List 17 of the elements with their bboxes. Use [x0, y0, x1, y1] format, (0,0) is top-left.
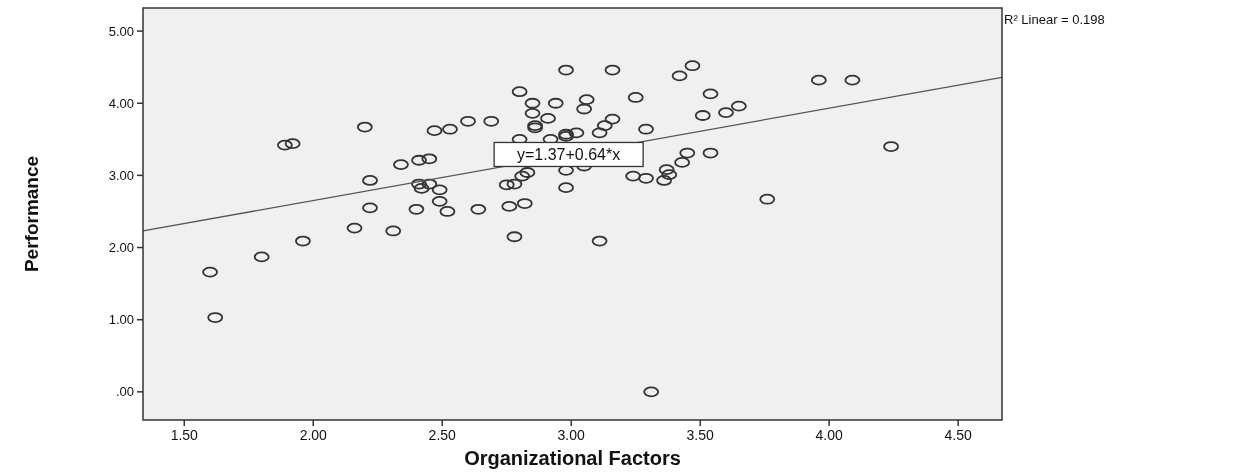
text: R² Linear = 0.198 [1004, 12, 1105, 27]
y-tick-label: 2.00 [108, 240, 134, 256]
x-tick-label: 3.50 [686, 427, 715, 443]
x-tick-label: 3.00 [557, 427, 586, 443]
y-tick-label: 1.00 [108, 312, 134, 328]
x-tick-label: 2.00 [299, 427, 328, 443]
x-axis-title: Organizational Factors [464, 447, 681, 469]
y-tick-label: 5.00 [108, 23, 134, 39]
x-tick-label: 2.50 [428, 427, 457, 443]
annotation: y=1.37+0.64*x [517, 146, 621, 164]
y-tick-label: .00 [115, 384, 134, 400]
x-tick-label: 1.50 [170, 427, 199, 443]
y-tick-label: 3.00 [108, 167, 134, 183]
y-tick-label: 4.00 [108, 95, 134, 111]
x-tick-label: 4.00 [815, 427, 844, 443]
y-axis-title: Performance [21, 155, 42, 273]
x-tick-label: 4.50 [944, 427, 972, 443]
